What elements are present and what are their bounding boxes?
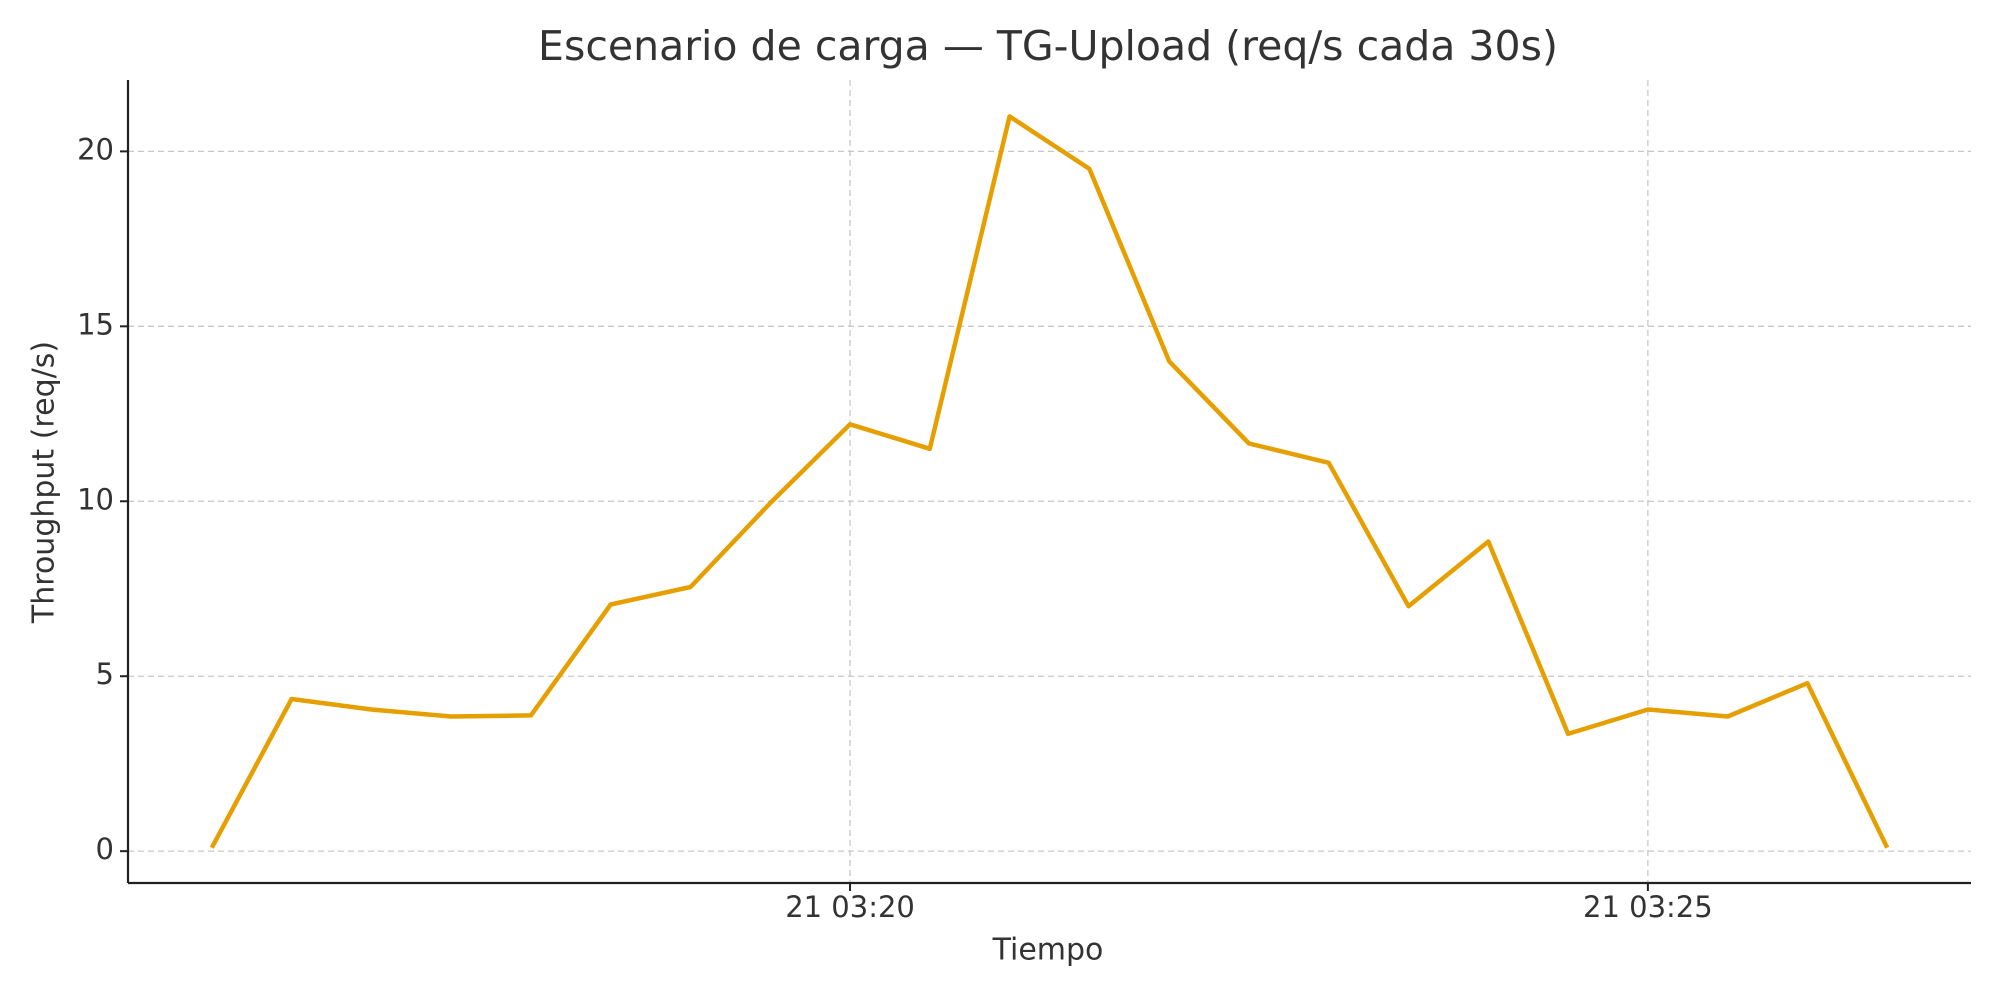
x-tick-label: 21 03:20: [785, 890, 915, 924]
y-tick-label: 15: [77, 307, 114, 341]
y-tick-label: 0: [96, 832, 114, 866]
line-series: [209, 114, 1890, 849]
y-axis-label: Throughput (req/s): [27, 341, 62, 624]
x-tick-label: 21 03:25: [1583, 890, 1713, 924]
y-tick-label: 5: [96, 657, 114, 691]
x-axis-label: Tiempo: [992, 933, 1104, 968]
y-tick-label: 20: [77, 132, 114, 166]
y-tick-label: 10: [77, 482, 114, 516]
chart-title: Escenario de carga — TG-Upload (req/s ca…: [538, 22, 1558, 70]
